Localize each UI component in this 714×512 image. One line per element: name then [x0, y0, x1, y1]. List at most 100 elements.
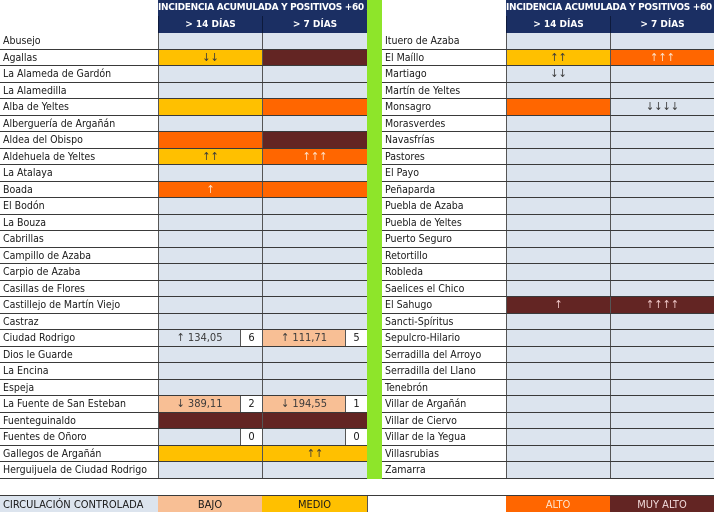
- table-row: Villar de la Yegua: [382, 429, 714, 446]
- table-row: Casillas de Flores: [0, 280, 367, 297]
- municipality-name: Abusejo: [0, 33, 158, 49]
- incidence-7-days: [262, 231, 367, 247]
- incidence-14-days: [158, 115, 262, 131]
- table-row: Castraz: [0, 313, 367, 330]
- incidence-14-days: [506, 346, 610, 362]
- municipality-name: Ciudad Rodrigo: [0, 330, 158, 346]
- municipality-name: La Bouza: [0, 214, 158, 230]
- incidence-7-days: ↑ 111,71: [262, 330, 345, 346]
- incidence-14-days: [158, 445, 262, 461]
- incidence-14-days: [158, 214, 262, 230]
- municipality-name: Serradilla del Llano: [382, 363, 506, 379]
- incidence-14-days: [506, 181, 610, 197]
- table-row: Boada ↑: [0, 181, 367, 198]
- incidence-7-days: [610, 247, 714, 263]
- municipality-name: Villar de Argañán: [382, 396, 506, 412]
- municipality-name: Gallegos de Argañán: [0, 445, 158, 461]
- incidence-7-days: [262, 313, 367, 329]
- table-row: La Alameda de Gardón: [0, 66, 367, 83]
- municipality-name: Villasrubias: [382, 445, 506, 461]
- municipality-name: Pastores: [382, 148, 506, 164]
- municipality-name: Castraz: [0, 313, 158, 329]
- incidence-7-days: [262, 280, 367, 296]
- incidence-14-days: ↓ 389,11: [158, 396, 240, 412]
- table-row: Dios le Guarde: [0, 346, 367, 363]
- header-14-days-left: > 14 DÍAS: [158, 16, 262, 33]
- municipality-name: La Alameda de Gardón: [0, 66, 158, 82]
- legend-controlled: CIRCULACIÓN CONTROLADA: [0, 496, 158, 512]
- incidence-14-days: [158, 231, 262, 247]
- incidence-7-days: ↑↑: [262, 445, 367, 461]
- incidence-14-days: [506, 264, 610, 280]
- incidence-14-days: [158, 82, 262, 98]
- incidence-7-days: [262, 462, 367, 478]
- table-row: Sancti-Spíritus: [382, 313, 714, 330]
- table-row: Villasrubias: [382, 445, 714, 462]
- incidence-7-days: [610, 346, 714, 362]
- incidence-14-days: [158, 247, 262, 263]
- positives-count: 0: [240, 429, 262, 445]
- table-row: El Bodón: [0, 198, 367, 215]
- incidence-7-days: [610, 115, 714, 131]
- incidence-7-days: [610, 214, 714, 230]
- incidence-7-days: [262, 33, 367, 49]
- incidence-7-days: [610, 412, 714, 428]
- incidence-14-days: [506, 313, 610, 329]
- incidence-14-days: [506, 412, 610, 428]
- incidence-7-days: [262, 297, 367, 313]
- table-row: Sepulcro-Hilario: [382, 330, 714, 347]
- table-row: Tenebrón: [382, 379, 714, 396]
- municipality-name: Aldea del Obispo: [0, 132, 158, 148]
- table-row: Fuenteguinaldo: [0, 412, 367, 429]
- incidence-7-days: [610, 313, 714, 329]
- incidence-7-days: [262, 198, 367, 214]
- table-row: El Maíllo ↑↑ ↑↑↑: [382, 49, 714, 66]
- municipality-name: Tenebrón: [382, 379, 506, 395]
- incidence-7-days: [610, 181, 714, 197]
- column-divider: [367, 0, 382, 479]
- incidence-7-days: ↑↑↑: [262, 148, 367, 164]
- municipality-name: La Fuente de San Esteban: [0, 396, 158, 412]
- incidence-14-days: [506, 165, 610, 181]
- municipality-name: La Encina: [0, 363, 158, 379]
- incidence-14-days: [158, 429, 240, 445]
- incidence-14-days: [158, 33, 262, 49]
- incidence-14-days: [158, 99, 262, 115]
- incidence-7-days: [610, 330, 714, 346]
- incidence-7-days: [262, 214, 367, 230]
- municipality-name: Zamarra: [382, 462, 506, 478]
- incidence-7-days: [610, 396, 714, 412]
- header-7-days-right: > 7 DÍAS: [610, 16, 714, 33]
- table-row: Navasfrías: [382, 132, 714, 149]
- municipality-name: La Alamedilla: [0, 82, 158, 98]
- municipality-name: Morasverdes: [382, 115, 506, 131]
- incidence-14-days: [506, 33, 610, 49]
- municipality-name: Sepulcro-Hilario: [382, 330, 506, 346]
- table-row: Gallegos de Argañán ↑↑: [0, 445, 367, 462]
- incidence-7-days: [610, 165, 714, 181]
- incidence-7-days: [262, 346, 367, 362]
- municipality-name: Aldehuela de Yeltes: [0, 148, 158, 164]
- municipality-name: El Sahugo: [382, 297, 506, 313]
- incidence-7-days: [610, 445, 714, 461]
- incidence-14-days: [506, 115, 610, 131]
- table-row: Martín de Yeltes: [382, 82, 714, 99]
- incidence-7-days: [610, 198, 714, 214]
- table-row: Villar de Ciervo: [382, 412, 714, 429]
- header-14-days-right: > 14 DÍAS: [506, 16, 610, 33]
- municipality-name: Agallas: [0, 49, 158, 65]
- municipality-name: Puebla de Yeltes: [382, 214, 506, 230]
- municipality-name: El Bodón: [0, 198, 158, 214]
- incidence-7-days: [610, 462, 714, 478]
- municipality-name: Cabrillas: [0, 231, 158, 247]
- table-row: Alba de Yeltes: [0, 99, 367, 116]
- incidence-14-days: [158, 346, 262, 362]
- incidence-7-days: [262, 181, 367, 197]
- municipality-name: Saelices el Chico: [382, 280, 506, 296]
- incidence-14-days: ↓↓: [158, 49, 262, 65]
- header-title-left: INCIDENCIA ACUMULADA Y POSITIVOS +60 AÑO…: [158, 0, 367, 16]
- positives-count: 6: [240, 330, 262, 346]
- incidence-7-days: [610, 429, 714, 445]
- table-row: La Alamedilla: [0, 82, 367, 99]
- incidence-7-days: [262, 66, 367, 82]
